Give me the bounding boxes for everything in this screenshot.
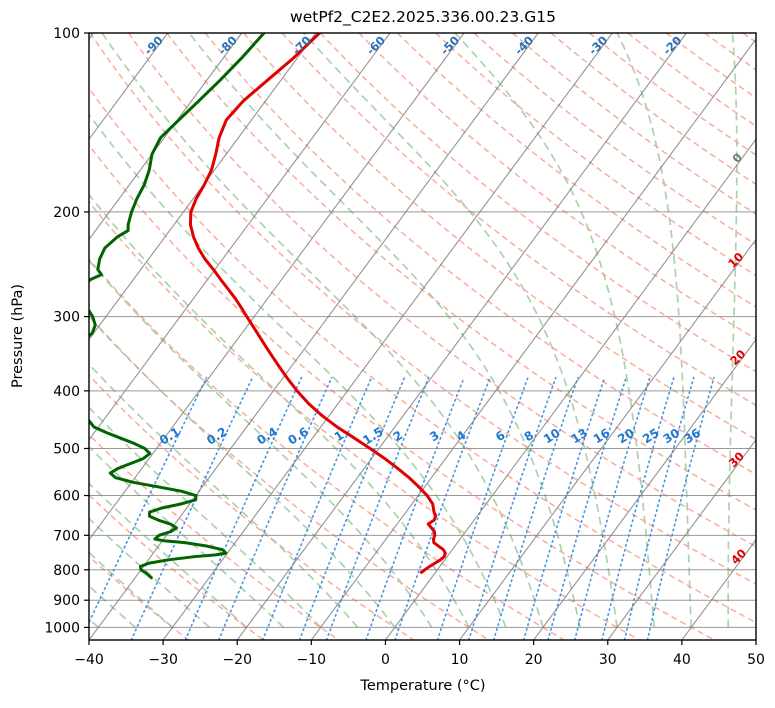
y-axis-label: Pressure (hPa)	[10, 284, 26, 388]
y-tick-label: 500	[53, 441, 80, 457]
isotherms	[89, 33, 756, 640]
x-tick-label: 50	[747, 652, 765, 668]
y-tick-label: 300	[53, 310, 80, 326]
temperature-profile	[188, 33, 447, 574]
y-tick-label: 100	[53, 26, 80, 42]
x-tick-label: −40	[74, 652, 104, 668]
x-tick-label: −10	[297, 652, 327, 668]
x-tick-label: 40	[673, 652, 691, 668]
x-tick-label: −20	[222, 652, 252, 668]
x-tick-label: 30	[599, 652, 617, 668]
x-tick-label: 20	[525, 652, 543, 668]
y-tick-label: 800	[53, 563, 80, 579]
y-tick-label: 400	[53, 384, 80, 400]
moist-adiabats	[89, 33, 738, 629]
x-tick-label: −30	[148, 652, 178, 668]
y-tick-label: 600	[53, 489, 80, 505]
plot-frame	[88, 32, 757, 641]
y-tick-label: 900	[53, 593, 80, 609]
x-tick-label: 10	[451, 652, 469, 668]
y-tick-label: 700	[53, 528, 80, 544]
x-axis-ticks: −40 −30 −20 −10 0 10 20 30 40 50	[74, 640, 765, 668]
y-tick-label: 200	[53, 205, 80, 221]
pressure-gridlines	[89, 33, 756, 628]
y-tick-label: 1000	[44, 620, 80, 636]
mixing-ratio-lines	[89, 376, 715, 640]
x-axis-label: Temperature (°C)	[359, 678, 485, 694]
dewpoint-profile	[89, 33, 266, 580]
page-title: wetPf2_C2E2.2025.336.00.23.G15	[290, 8, 556, 27]
x-tick-label: 0	[381, 652, 390, 668]
y-axis-ticks: 100 200 300 400 500 600 700 800 900 1000	[44, 26, 89, 636]
dry-adiabats	[89, 33, 756, 640]
